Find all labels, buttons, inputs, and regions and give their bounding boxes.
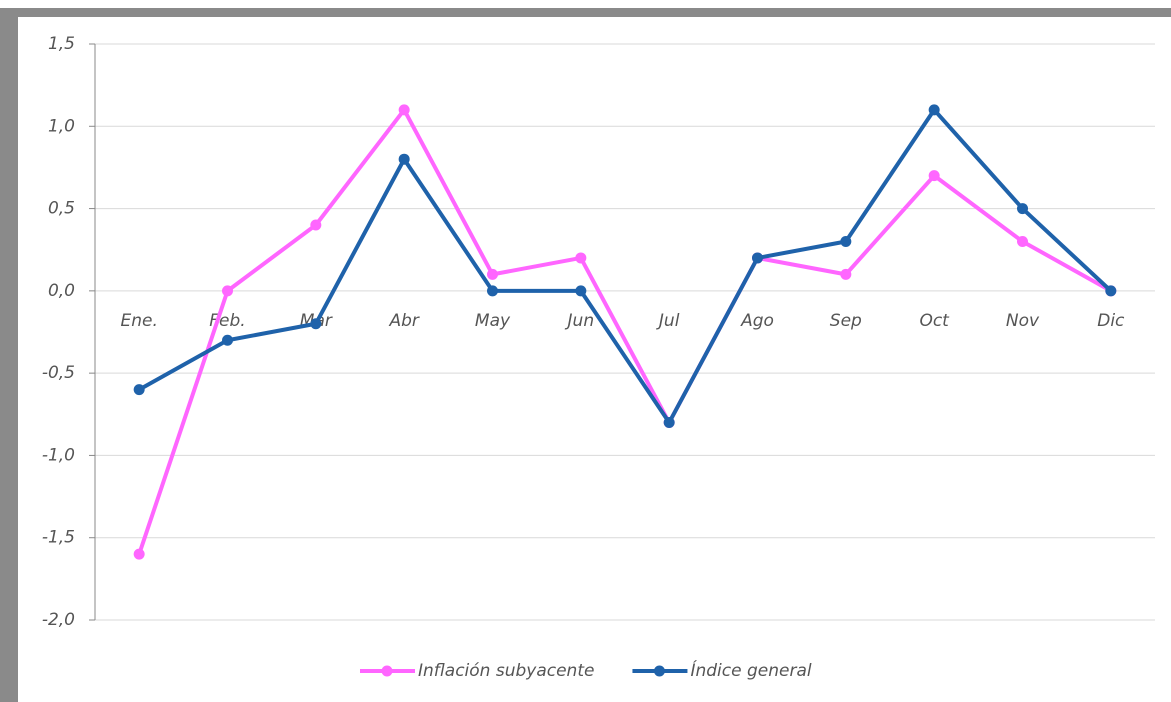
series-marker	[487, 268, 498, 280]
x-tick-label: Sep	[830, 311, 862, 331]
series-marker	[575, 285, 587, 297]
x-tick-label: Dic	[1097, 311, 1125, 331]
series-marker	[222, 334, 233, 346]
legend-label: Inflación subyacente	[418, 661, 594, 681]
series-marker	[840, 268, 852, 280]
y-tick-label: 0,0	[48, 281, 75, 301]
x-tick-label: May	[475, 311, 511, 331]
series-marker	[398, 153, 410, 165]
legend-label: Índice general	[690, 659, 811, 681]
series-marker	[1105, 285, 1117, 297]
series-line	[137, 107, 1112, 555]
y-tick-label: -1,0	[42, 445, 75, 465]
x-tick-label: Jul	[656, 311, 680, 331]
y-tick-label: 1,5	[48, 34, 75, 54]
series-marker	[1017, 203, 1028, 215]
legend-marker	[381, 665, 393, 677]
series-marker	[133, 548, 145, 560]
series-marker	[310, 318, 322, 330]
series-line	[138, 107, 1113, 425]
x-tick-label: Oct	[919, 311, 950, 331]
y-tick-label: -1,5	[42, 528, 75, 548]
y-tick-label: 0,5	[48, 199, 75, 219]
x-tick-label: Jun	[565, 311, 595, 331]
series-marker	[310, 219, 322, 231]
series-marker	[222, 285, 233, 297]
x-tick-label: Ago	[740, 311, 774, 331]
y-tick-label: -2,0	[42, 610, 75, 630]
x-tick-label: Abr	[388, 311, 419, 331]
series-marker	[840, 235, 852, 247]
x-tick-label: Ene.	[120, 311, 157, 331]
series-marker	[398, 104, 410, 116]
series-marker	[663, 417, 675, 429]
y-tick-label: -0,5	[42, 363, 75, 383]
series-marker	[928, 104, 940, 116]
y-tick-label: 1,0	[48, 116, 75, 136]
series-marker	[928, 170, 940, 182]
series-marker	[1017, 235, 1028, 247]
series-marker	[487, 285, 498, 297]
series-marker	[133, 384, 145, 396]
series-marker	[752, 252, 763, 264]
legend-marker	[653, 665, 665, 677]
frame	[18, 17, 1171, 702]
x-tick-label: Nov	[1006, 311, 1040, 331]
series-marker	[575, 252, 587, 264]
